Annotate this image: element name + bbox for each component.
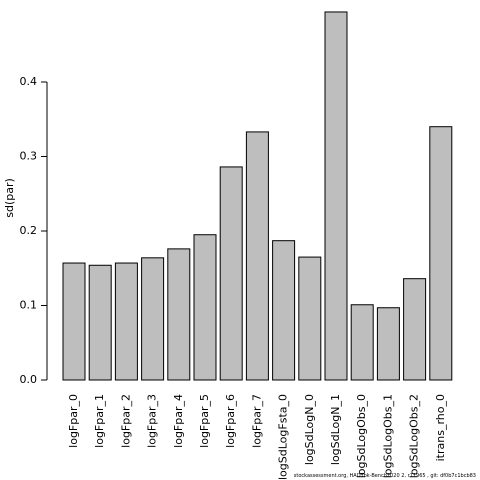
bar — [350, 304, 374, 381]
x-tick-label: logFpar_4 — [172, 394, 185, 448]
y-tick-label: 0.0 — [20, 373, 38, 386]
bar — [429, 126, 453, 381]
bar — [298, 256, 322, 381]
bar — [88, 264, 112, 381]
x-tick-label: logSdLogN_0 — [303, 394, 316, 465]
bar — [272, 240, 296, 381]
y-tick-label: 0.3 — [20, 150, 38, 163]
y-axis-label: sd(par) — [3, 178, 16, 218]
x-tick-label: logFpar_2 — [119, 394, 132, 448]
x-tick-label: logFpar_5 — [198, 394, 211, 448]
bar — [141, 257, 165, 381]
bar — [219, 166, 243, 381]
footer: stockassessment.org, HADTbk-Bench2020 2,… — [294, 473, 476, 479]
x-tick-label: logFpar_0 — [67, 394, 80, 448]
y-tick-label: 0.2 — [20, 224, 38, 237]
bar — [167, 248, 191, 381]
x-tick-label: logSdLogFsta_0 — [277, 394, 290, 480]
bar — [324, 11, 348, 381]
x-tick-label: itrans_rho_0 — [434, 394, 447, 461]
bar — [245, 131, 269, 381]
y-tick-label: 0.1 — [20, 299, 38, 312]
x-tick-label: logSdLogObs_0 — [355, 394, 368, 478]
x-tick-label: logFpar_6 — [224, 394, 237, 448]
bar — [403, 278, 427, 381]
x-tick-label: logFpar_3 — [146, 394, 159, 448]
bar — [62, 262, 86, 381]
x-tick-label: logSdLogObs_1 — [381, 394, 394, 478]
x-tick-label: logSdLogObs_2 — [408, 394, 421, 478]
y-tick-label: 0.4 — [20, 75, 38, 88]
bar — [114, 262, 138, 381]
x-tick-label: logSdLogN_1 — [329, 394, 342, 465]
bar — [376, 307, 400, 381]
bar — [193, 234, 217, 381]
x-tick-label: logFpar_1 — [93, 394, 106, 448]
x-tick-label: logFpar_7 — [250, 394, 263, 448]
